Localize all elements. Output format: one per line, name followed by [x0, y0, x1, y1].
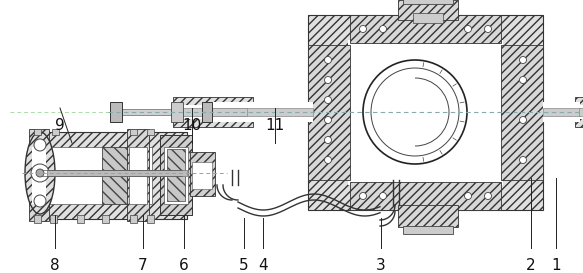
- Bar: [543, 102, 580, 122]
- Bar: [203, 102, 313, 122]
- Circle shape: [465, 25, 472, 32]
- Circle shape: [325, 156, 332, 164]
- Bar: [177, 108, 247, 116]
- Bar: [308, 45, 350, 180]
- Bar: [167, 149, 185, 201]
- Circle shape: [519, 156, 526, 164]
- Bar: [32, 132, 187, 219]
- Circle shape: [519, 76, 526, 84]
- Bar: [102, 215, 109, 223]
- Circle shape: [325, 136, 332, 144]
- Circle shape: [360, 192, 367, 200]
- Bar: [543, 105, 578, 119]
- Bar: [308, 15, 543, 210]
- Text: 7: 7: [138, 258, 148, 273]
- Circle shape: [484, 25, 491, 32]
- Text: 8: 8: [50, 258, 60, 273]
- Circle shape: [325, 76, 332, 84]
- Bar: [147, 215, 154, 223]
- Bar: [102, 147, 142, 204]
- Ellipse shape: [25, 132, 55, 214]
- Circle shape: [34, 195, 46, 207]
- Bar: [575, 97, 583, 127]
- Bar: [398, 0, 458, 20]
- Bar: [398, 205, 458, 227]
- Circle shape: [34, 139, 46, 151]
- Circle shape: [36, 169, 44, 177]
- Bar: [543, 108, 580, 116]
- Text: 4: 4: [258, 258, 268, 273]
- Bar: [77, 215, 84, 223]
- Bar: [160, 135, 192, 215]
- Bar: [34, 129, 41, 135]
- Bar: [29, 129, 49, 221]
- Bar: [110, 102, 122, 122]
- Bar: [190, 152, 215, 196]
- Bar: [192, 162, 212, 189]
- Text: 11: 11: [265, 118, 285, 133]
- Text: 1: 1: [551, 258, 561, 273]
- Bar: [52, 129, 59, 135]
- Bar: [413, 13, 443, 23]
- Bar: [50, 215, 57, 223]
- Circle shape: [325, 117, 332, 123]
- Text: 5: 5: [239, 258, 249, 273]
- Circle shape: [360, 25, 367, 32]
- Bar: [171, 102, 183, 122]
- Circle shape: [31, 164, 49, 182]
- Bar: [113, 109, 178, 115]
- Bar: [32, 147, 46, 204]
- Circle shape: [380, 25, 387, 32]
- Circle shape: [325, 57, 332, 64]
- Bar: [348, 40, 503, 185]
- Circle shape: [380, 192, 387, 200]
- Bar: [129, 147, 147, 204]
- Bar: [350, 15, 501, 43]
- Bar: [47, 170, 187, 176]
- Bar: [202, 102, 212, 122]
- Bar: [34, 215, 41, 223]
- Circle shape: [484, 192, 491, 200]
- Ellipse shape: [371, 68, 459, 156]
- Bar: [579, 105, 583, 119]
- Bar: [350, 182, 501, 210]
- Bar: [501, 45, 543, 180]
- Circle shape: [519, 117, 526, 123]
- Bar: [127, 129, 149, 221]
- Circle shape: [465, 192, 472, 200]
- Bar: [579, 108, 583, 116]
- Bar: [130, 129, 137, 135]
- Bar: [177, 105, 247, 119]
- Bar: [47, 147, 152, 204]
- Bar: [208, 105, 308, 119]
- Ellipse shape: [363, 60, 467, 164]
- Bar: [147, 129, 154, 135]
- Text: 10: 10: [182, 118, 202, 133]
- Circle shape: [325, 96, 332, 103]
- Text: 2: 2: [526, 258, 536, 273]
- Circle shape: [519, 57, 526, 64]
- Bar: [164, 147, 188, 204]
- Bar: [403, 0, 453, 4]
- Text: 3: 3: [376, 258, 386, 273]
- Bar: [130, 215, 137, 223]
- Bar: [203, 108, 313, 116]
- Text: 9: 9: [55, 118, 65, 133]
- Bar: [173, 97, 253, 127]
- Text: 6: 6: [179, 258, 189, 273]
- Bar: [403, 226, 453, 234]
